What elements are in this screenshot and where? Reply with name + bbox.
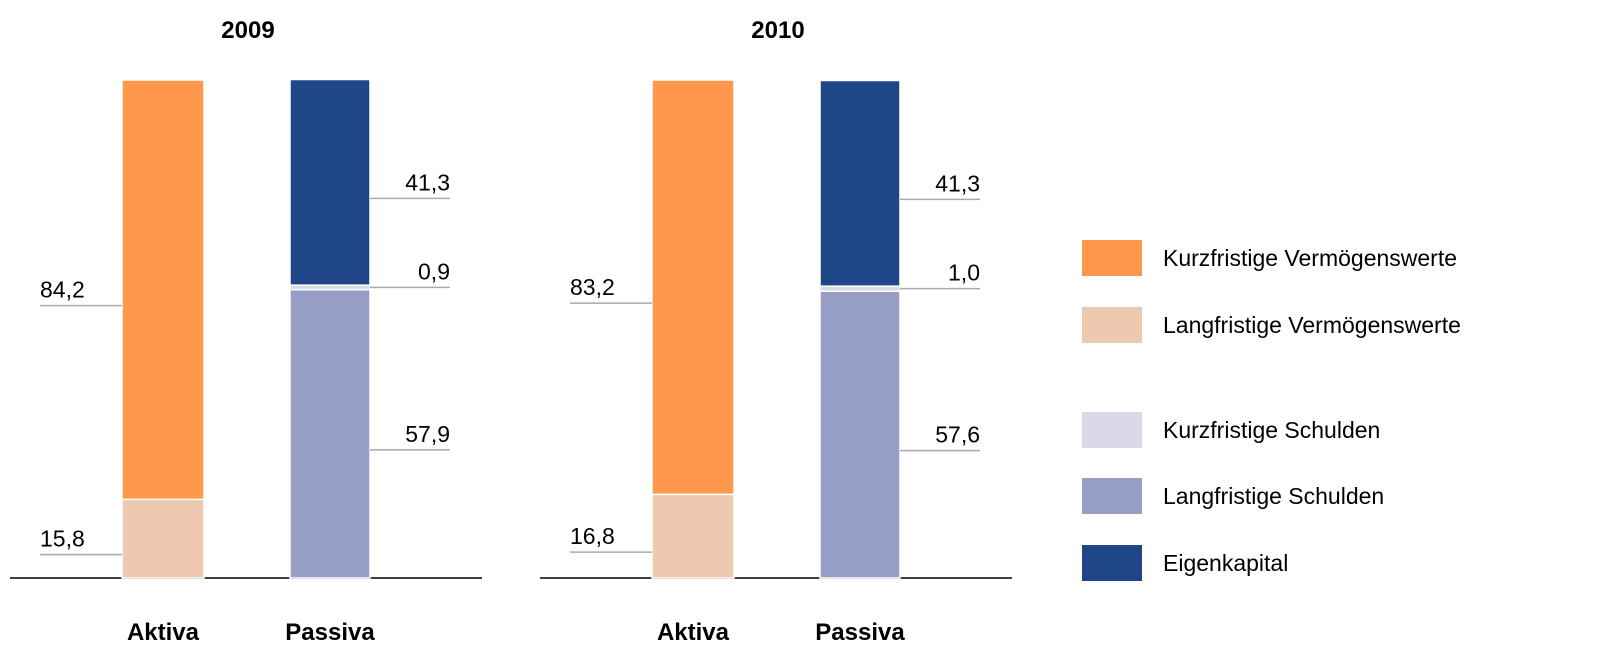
value-label: 41,3 [405, 169, 450, 195]
legend-swatch [1082, 545, 1142, 581]
value-label: 1,0 [948, 260, 980, 286]
legend-label: Eigenkapital [1163, 550, 1288, 576]
x-tick-label: Passiva [815, 619, 905, 646]
chart-title: 2009 [221, 17, 274, 44]
value-label: 83,2 [570, 274, 615, 300]
bar-segment: Eigenkapital [289, 78, 371, 286]
x-tick-label: Aktiva [127, 619, 200, 646]
legend-swatch [1082, 240, 1142, 276]
value-label: 57,6 [935, 422, 980, 448]
value-label: 84,2 [40, 277, 85, 303]
legend-label: Kurzfristige Schulden [1163, 417, 1380, 443]
bar-segment: Langfristige Schulden [819, 290, 901, 579]
bar-segment: Langfristige Vermögenswerte [651, 493, 735, 579]
bar-segment: Kurzfristige Vermögenswerte [121, 79, 205, 501]
chart-title: 2010 [751, 17, 804, 44]
value-label: 15,8 [40, 526, 85, 552]
value-label: 0,9 [418, 258, 450, 284]
legend-swatch [1082, 307, 1142, 343]
value-label: 16,8 [570, 523, 615, 549]
x-tick-label: Passiva [285, 619, 375, 646]
bar-segment: Eigenkapital [819, 79, 901, 287]
legend-label: Langfristige Vermögenswerte [1163, 312, 1461, 338]
value-label: 57,9 [405, 421, 450, 447]
x-tick-label: Aktiva [657, 619, 730, 646]
bar-segment: Langfristige Schulden [289, 288, 371, 579]
legend-label: Kurzfristige Vermögenswerte [1163, 245, 1457, 271]
bar-segment: Langfristige Vermögenswerte [121, 498, 205, 579]
legend-label: Langfristige Schulden [1163, 483, 1384, 509]
legend-swatch [1082, 412, 1142, 448]
bar-segment: Kurzfristige Vermögenswerte [651, 79, 735, 496]
legend-swatch [1082, 478, 1142, 514]
value-label: 41,3 [935, 170, 980, 196]
